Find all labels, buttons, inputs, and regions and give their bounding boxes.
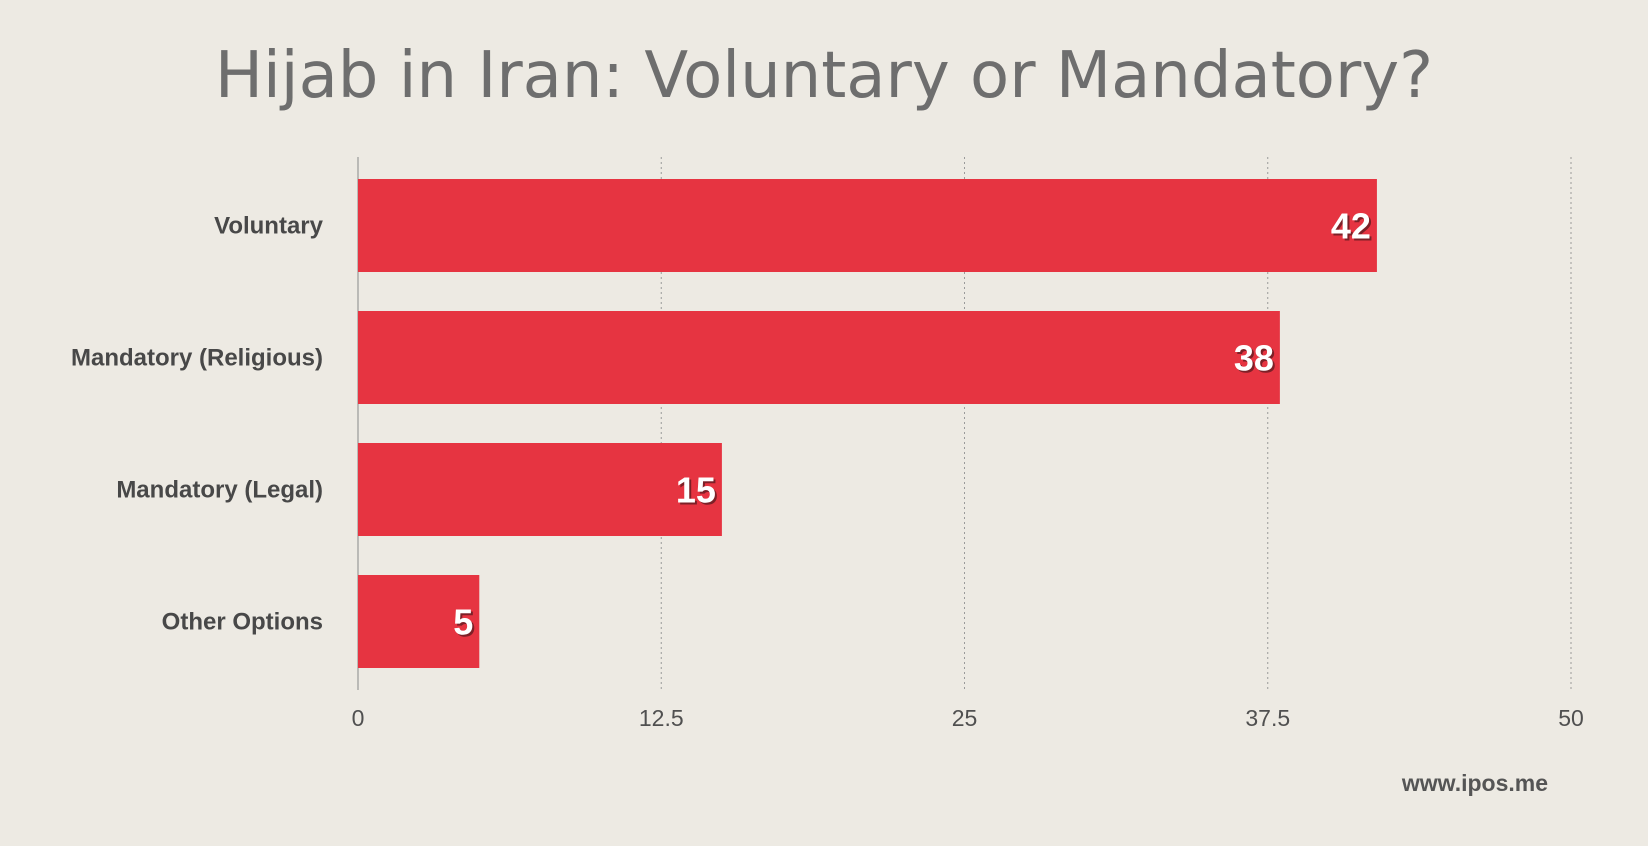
x-tick-label: 0 (352, 705, 365, 731)
x-tick-label: 25 (952, 705, 978, 731)
bar (358, 179, 1377, 272)
value-label: 5 (453, 602, 473, 643)
x-tick-label: 50 (1558, 705, 1584, 731)
category-label: Other Options (162, 609, 323, 636)
value-label: 42 (1331, 206, 1371, 247)
category-label: Mandatory (Religious) (71, 345, 323, 372)
value-label-shadow: 5 (455, 604, 475, 645)
x-tick-label: 37.5 (1245, 705, 1290, 731)
value-label: 38 (1234, 338, 1274, 379)
value-label-shadow: 15 (678, 472, 718, 513)
value-label-shadow: 38 (1236, 340, 1276, 381)
value-label: 15 (676, 470, 716, 511)
chart-title: Hijab in Iran: Voluntary or Mandatory? (214, 39, 1434, 113)
bar (358, 311, 1280, 404)
category-label: Voluntary (214, 213, 324, 240)
x-tick-label: 12.5 (639, 705, 684, 731)
category-label: Mandatory (Legal) (116, 477, 323, 504)
bar (358, 575, 480, 668)
source-watermark: www.ipos.me (1401, 770, 1548, 796)
bar (358, 443, 722, 536)
value-label-shadow: 42 (1333, 208, 1373, 249)
